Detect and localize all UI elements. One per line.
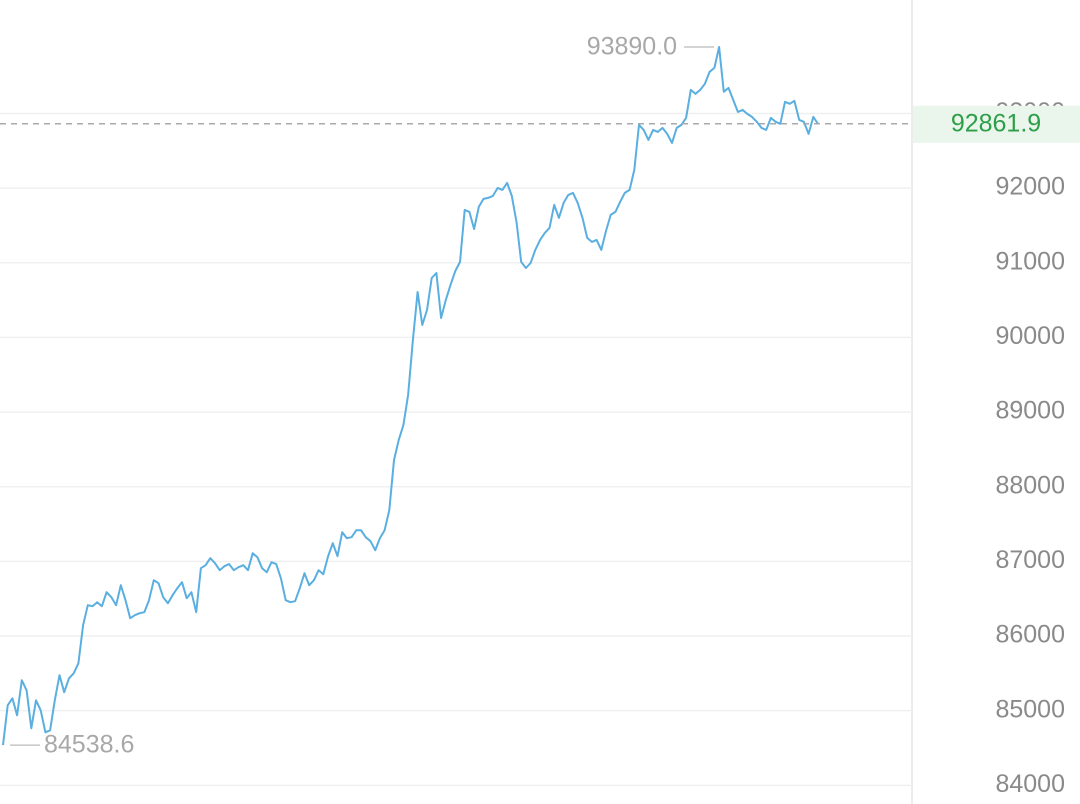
price-line	[2, 46, 819, 746]
y-tick-label: 85000	[995, 695, 1065, 723]
y-tick-label: 92000	[995, 173, 1065, 201]
y-tick-label: 84000	[995, 770, 1065, 798]
y-tick-label: 87000	[995, 546, 1065, 574]
current-price-label: 92861.9	[951, 109, 1041, 137]
min-annotation: 84538.6	[44, 731, 134, 759]
y-tick-label: 89000	[995, 397, 1065, 425]
y-tick-label: 86000	[995, 621, 1065, 649]
max-annotation: 93890.0	[587, 33, 677, 61]
y-tick-label: 88000	[995, 471, 1065, 499]
current-price-box	[913, 105, 1080, 143]
y-tick-label: 90000	[995, 322, 1065, 350]
y-tick-label: 91000	[995, 247, 1065, 275]
